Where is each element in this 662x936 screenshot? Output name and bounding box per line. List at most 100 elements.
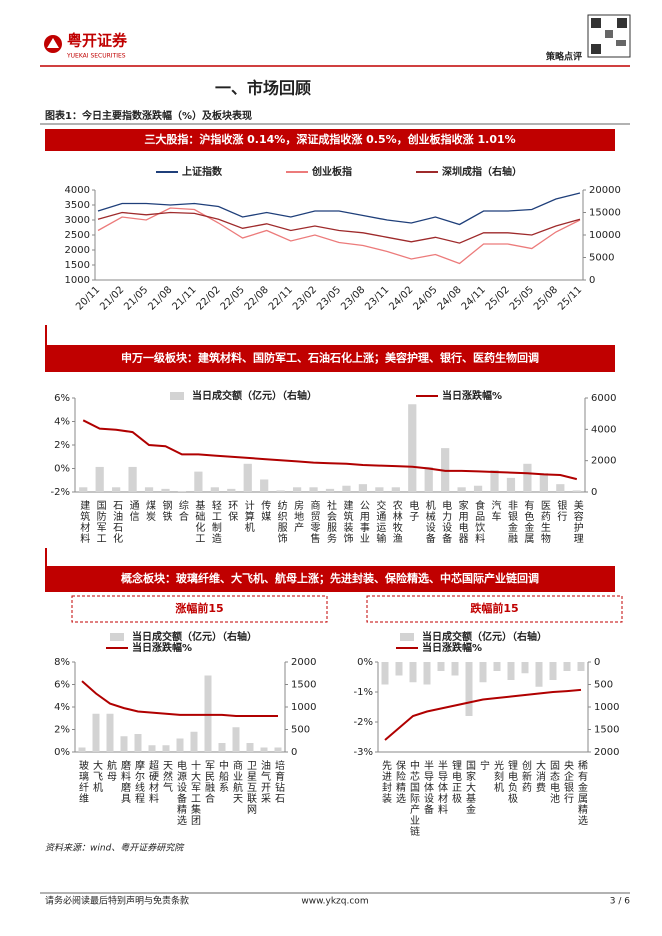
- x-tick-label: 国防军工: [94, 500, 106, 544]
- qr-block: [616, 40, 626, 46]
- x-tick-label: 军民融合: [203, 760, 215, 804]
- x-tick-label: 美容护理: [571, 499, 583, 544]
- bar: [423, 662, 431, 685]
- y-tick-label: 6%: [54, 393, 70, 404]
- qr-block: [617, 18, 627, 28]
- bar: [78, 747, 86, 752]
- y2-tick-label: 2000: [594, 747, 619, 758]
- bar: [391, 487, 400, 492]
- bar: [128, 466, 137, 492]
- y2-tick-label: 20000: [589, 185, 621, 196]
- bar: [409, 662, 417, 683]
- bar: [342, 485, 351, 492]
- y2-tick-label: 1500: [291, 680, 316, 691]
- bar: [572, 490, 581, 492]
- bar: [309, 487, 318, 492]
- y-tick-label: 2%: [54, 725, 70, 736]
- x-tick-label: 医药生物: [538, 500, 550, 544]
- x-tick-label: 家用电器: [456, 499, 468, 544]
- legend-label: 深圳成指（右轴）: [442, 165, 522, 178]
- x-tick-label: 汽车: [489, 499, 501, 522]
- x-tick-label: 锂电正极: [450, 760, 462, 804]
- y-tick-label: 4%: [54, 417, 70, 428]
- x-tick-label: 交通运输: [374, 499, 386, 544]
- y2-tick-label: 4000: [591, 424, 616, 435]
- x-tick-label: 十大军工集团: [189, 759, 201, 826]
- x-tick-label: 24/08: [436, 284, 464, 312]
- x-tick-label: 农林牧渔: [390, 499, 402, 544]
- banner-text: 申万一级板块：建筑材料、国防军工、石油石化上涨；美容护理、银行、医药生物回调: [121, 351, 539, 365]
- bar: [194, 471, 203, 492]
- bar: [437, 662, 445, 671]
- bar: [577, 662, 585, 671]
- bar: [381, 662, 389, 685]
- legend-label: 当日成交额（亿元）（右轴）: [132, 630, 257, 643]
- x-tick-label: 24/05: [411, 284, 439, 312]
- x-tick-label: 纺织服饰: [275, 499, 287, 544]
- y-tick-label: 4%: [54, 702, 70, 713]
- line-series: [81, 680, 278, 717]
- x-tick-label: 商贸零售: [308, 499, 320, 544]
- x-tick-label: 石油石化: [111, 500, 123, 544]
- bar: [523, 463, 532, 492]
- y-tick-label: -3%: [354, 747, 373, 758]
- subtitle: 涨幅前15: [175, 601, 223, 615]
- x-tick-label: 航母: [105, 759, 117, 782]
- x-tick-label: 25/02: [484, 284, 512, 312]
- legend-label: 当日涨跌幅%: [132, 641, 192, 654]
- brand-en: YUEKAI SECURITIES: [66, 53, 126, 60]
- bar: [227, 488, 236, 492]
- banner-text: 三大股指：沪指收涨 0.14%，深证成指收涨 0.5%，创业板指收涨 1.01%: [144, 132, 515, 146]
- x-tick-label: 22/08: [243, 284, 271, 312]
- x-tick-label: 油气开采: [259, 759, 271, 804]
- bar: [490, 470, 499, 492]
- bar: [144, 487, 154, 492]
- y2-tick-label: 1500: [594, 725, 619, 736]
- x-tick-label: 传媒: [259, 500, 271, 522]
- x-tick-label: 23/08: [339, 284, 367, 312]
- y-tick-label: 0%: [357, 657, 373, 668]
- bar: [276, 490, 285, 492]
- x-tick-label: 大飞机: [91, 759, 103, 793]
- bar: [148, 745, 156, 752]
- bar: [479, 662, 487, 683]
- y-tick-label: -2%: [51, 487, 70, 498]
- x-tick-label: 21/05: [122, 284, 150, 312]
- x-tick-label: 中芯国际产业链: [408, 759, 420, 837]
- x-tick-label: 24/02: [387, 284, 415, 312]
- y-tick-label: 2500: [65, 230, 90, 241]
- x-tick-label: 25/08: [532, 284, 560, 312]
- banner: [45, 345, 615, 372]
- report-type: 策略点评: [545, 51, 582, 63]
- x-tick-label: 房地产: [292, 499, 304, 533]
- bar: [210, 487, 219, 492]
- x-tick-label: 23/02: [291, 284, 319, 312]
- y2-tick-label: 500: [291, 725, 310, 736]
- line-series: [97, 207, 581, 265]
- bar: [465, 662, 473, 716]
- x-tick-label: 宁: [478, 759, 490, 771]
- x-tick-label: 中船系: [217, 759, 229, 793]
- subtitle-box: [71, 595, 328, 623]
- bar: [204, 675, 212, 752]
- x-tick-label: 通信: [127, 500, 139, 522]
- bar: [260, 747, 268, 752]
- line-series: [82, 419, 578, 481]
- x-tick-label: 环保: [226, 500, 238, 522]
- x-tick-label: 23/05: [315, 284, 343, 312]
- x-tick-label: 机械设备: [423, 499, 435, 544]
- x-tick-label: 创新药: [520, 759, 532, 793]
- figure-caption: 图表1：今日主要指数涨跌幅（%）及板块表现: [45, 109, 252, 122]
- qr-block: [591, 44, 601, 54]
- x-tick-label: 25/11: [556, 284, 584, 312]
- y2-tick-label: 1000: [291, 702, 316, 713]
- legend-label: 当日成交额（亿元）（右轴）: [422, 630, 547, 643]
- y-tick-label: 2000: [65, 245, 90, 256]
- subtitle: 跌幅前15: [470, 601, 518, 615]
- qr-block: [591, 18, 601, 28]
- x-tick-label: 综合: [176, 499, 188, 522]
- y2-tick-label: 5000: [589, 253, 614, 264]
- x-tick-label: 电力设备: [440, 499, 452, 544]
- divider: [45, 548, 47, 568]
